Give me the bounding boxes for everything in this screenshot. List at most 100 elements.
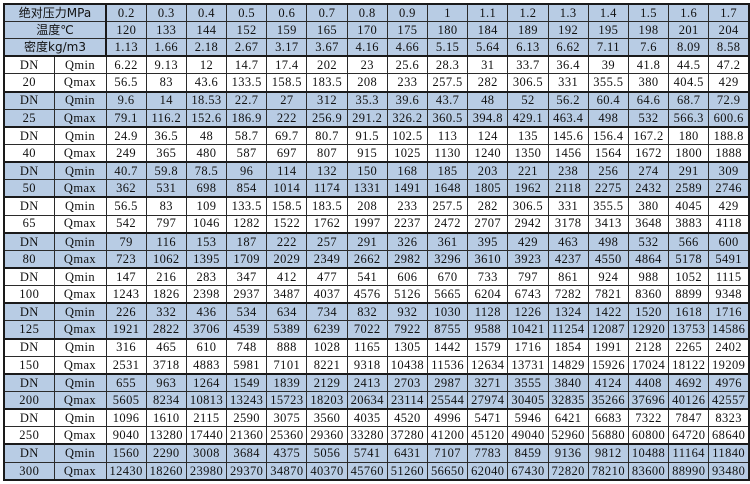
qmin-value: 610	[185, 338, 228, 357]
qmax-value: 12920	[627, 320, 670, 340]
header-value-absolute-pressure: 0.3	[145, 3, 187, 23]
qmin-value: 6421	[547, 408, 589, 428]
qmin-value: 1096	[105, 408, 147, 428]
header-value-density: 5.15	[426, 38, 469, 58]
qmax-value: 45120	[467, 426, 509, 446]
qmax-value: 158.5	[266, 73, 308, 93]
qmax-value: 186.9	[226, 108, 268, 128]
qmin-value: 734	[306, 302, 348, 322]
header-value-temperature: 133	[145, 21, 187, 40]
header-value-density: 4.66	[386, 38, 429, 58]
qmin-value: 6.22	[105, 55, 147, 75]
qmax-value: 331	[547, 73, 589, 93]
qmin-value: 31	[467, 55, 509, 75]
qmax-value: 915	[346, 144, 388, 164]
qmin-value: 180	[668, 126, 710, 145]
qmin-label: Qmin	[53, 91, 107, 110]
qmax-value: 1174	[306, 179, 348, 199]
qmax-value: 14586	[708, 320, 750, 340]
qmin-value: 113	[426, 126, 469, 145]
qmax-value: 1648	[426, 179, 469, 199]
qmax-value: 2589	[668, 179, 710, 199]
qmin-value: 2402	[708, 338, 750, 357]
qmax-value: 697	[266, 144, 308, 164]
table-row-dn-150-qmax: 150 Qmax 2531 3718 4883 5981 7101 8221 9318 10438…	[3, 355, 750, 375]
qmin-value: 226	[105, 302, 147, 322]
qmin-label: Qmin	[53, 232, 107, 251]
qmin-value: 1854	[547, 338, 589, 357]
dn-size: 200	[3, 390, 55, 411]
table-row-dn-50-qmin: DN Qmin 40.7 59.8 78.5 96 114 132 150 168 185 203 22…	[3, 161, 750, 181]
qmin-label: Qmin	[53, 196, 107, 216]
qmax-value: 14829	[547, 355, 589, 375]
qmax-value: 6239	[306, 320, 348, 340]
qmax-value: 56650	[426, 461, 469, 481]
qmax-label: Qmax	[53, 249, 107, 269]
header-value-density: 2.67	[226, 38, 268, 58]
qmax-value: 37280	[386, 426, 429, 446]
qmax-value: 23980	[185, 461, 228, 481]
header-value-absolute-pressure: 0.8	[346, 3, 388, 23]
qmax-label: Qmax	[53, 144, 107, 164]
qmin-value: 291	[346, 232, 388, 251]
qmax-value: 183.5	[306, 73, 348, 93]
qmin-value: 436	[185, 302, 228, 322]
qmin-value: 36.4	[547, 55, 589, 75]
qmin-value: 309	[708, 161, 750, 181]
header-value-absolute-pressure: 1.6	[668, 3, 710, 23]
table-row-dn-25-qmin: DN Qmin 9.6 14 18.53 22.7 27 312 35.3 39.6 43.7 48 5…	[3, 91, 750, 110]
header-value-absolute-pressure: 0.7	[306, 3, 348, 23]
header-row-temperature: 温度℃ 120 133 144 152 159 165 170 175 180 184 189 192 1…	[3, 21, 750, 40]
qmin-value: 2265	[668, 338, 710, 357]
dn-size: 250	[3, 426, 55, 446]
qmin-value: 3271	[467, 373, 509, 392]
qmax-value: 306.5	[507, 73, 549, 93]
header-value-absolute-pressure: 1.5	[627, 3, 670, 23]
qmin-value: 1264	[185, 373, 228, 392]
qmax-value: 8221	[306, 355, 348, 375]
qmax-value: 2118	[547, 179, 589, 199]
table-row-dn-150-qmin: DN Qmin 316 465 610 748 888 1028 1165 1305 1442 157…	[3, 338, 750, 357]
header-value-density: 6.13	[507, 38, 549, 58]
qmax-value: 5389	[266, 320, 308, 340]
qmin-value: 83	[145, 196, 187, 216]
qmax-value: 542	[105, 214, 147, 234]
qmin-value: 5741	[346, 443, 388, 463]
qmax-value: 1762	[306, 214, 348, 234]
qmax-value: 326.2	[386, 108, 429, 128]
qmin-value: 9.13	[145, 55, 187, 75]
qmax-value: 5665	[426, 285, 469, 305]
table-row-dn-80-qmax: 80 Qmax 723 1062 1395 1709 2029 2349 2662 2982 329…	[3, 249, 750, 269]
qmin-value: 1839	[266, 373, 308, 392]
header-value-absolute-pressure: 0.6	[266, 3, 308, 23]
qmin-value: 64.6	[627, 91, 670, 110]
header-value-temperature: 204	[708, 21, 750, 40]
header-value-density: 2.18	[185, 38, 228, 58]
qmin-value: 41.8	[627, 55, 670, 75]
qmax-value: 2822	[145, 320, 187, 340]
qmin-value: 1028	[306, 338, 348, 357]
qmax-value: 13731	[507, 355, 549, 375]
header-value-density: 8.58	[708, 38, 750, 58]
qmin-value: 4692	[668, 373, 710, 392]
qmax-value: 11254	[547, 320, 589, 340]
qmin-value: 78.5	[185, 161, 228, 181]
qmin-value: 1549	[226, 373, 268, 392]
qmin-value: 24.9	[105, 126, 147, 145]
qmin-value: 355.5	[587, 196, 629, 216]
header-value-temperature: 152	[226, 21, 268, 40]
qmin-value: 2987	[426, 373, 469, 392]
qmin-value: 541	[346, 267, 388, 287]
qmin-value: 4996	[426, 408, 469, 428]
table-row-dn-40-qmax: 40 Qmax 249 365 480 587 697 807 915 1025 1130 1240 1…	[3, 144, 750, 164]
qmax-value: 257.5	[426, 73, 469, 93]
qmin-value: 96	[226, 161, 268, 181]
qmax-value: 2432	[627, 179, 670, 199]
qmax-value: 404.5	[668, 73, 710, 93]
qmax-value: 7821	[587, 285, 629, 305]
qmax-value: 62040	[467, 461, 509, 481]
qmax-value: 4237	[547, 249, 589, 269]
table-body: 绝对压力MPa 0.2 0.3 0.4 0.5 0.6 0.7 0.8 0.9 1 1.1 1.2 1.…	[3, 3, 750, 481]
qmax-value: 33280	[346, 426, 388, 446]
